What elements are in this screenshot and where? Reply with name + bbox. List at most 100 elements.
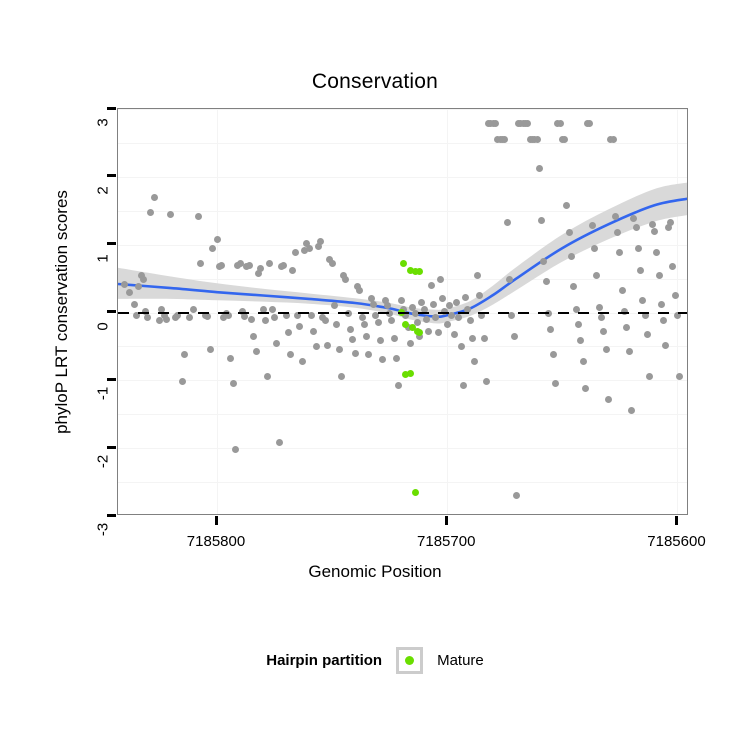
data-point xyxy=(549,351,557,359)
data-point xyxy=(386,310,394,318)
data-point-mature xyxy=(406,266,414,274)
y-axis-tick-label: -2 xyxy=(94,454,112,469)
data-point xyxy=(650,227,658,235)
data-point xyxy=(178,378,186,386)
data-point xyxy=(588,222,596,230)
data-point xyxy=(227,355,235,363)
data-point xyxy=(358,314,366,322)
data-point xyxy=(241,313,249,321)
data-point xyxy=(257,264,265,272)
data-point xyxy=(593,271,601,279)
data-point xyxy=(261,317,269,325)
data-point xyxy=(142,307,150,315)
data-point xyxy=(455,314,463,322)
data-point xyxy=(252,348,260,356)
data-point xyxy=(508,312,516,320)
y-axis-title: phyloP LRT conservation scores xyxy=(52,189,71,434)
data-point xyxy=(245,261,253,269)
data-point xyxy=(623,323,631,331)
data-point xyxy=(218,261,226,269)
data-point xyxy=(618,287,626,295)
data-point xyxy=(471,357,479,365)
data-point xyxy=(397,296,405,304)
data-point-mature xyxy=(411,268,419,276)
data-point xyxy=(139,276,147,284)
y-axis-tick-label: -3 xyxy=(94,522,112,537)
data-point-mature xyxy=(411,488,419,496)
data-point xyxy=(238,307,246,315)
data-point xyxy=(475,292,483,300)
data-point xyxy=(604,395,612,403)
data-point xyxy=(673,312,681,320)
legend-key-mature[interactable] xyxy=(396,646,424,674)
data-point xyxy=(591,244,599,252)
x-axis-tick-label: 7185800 xyxy=(186,533,246,550)
data-point xyxy=(248,315,256,323)
data-point-mature xyxy=(402,321,410,329)
data-point xyxy=(151,193,159,201)
data-point xyxy=(450,330,458,338)
data-point xyxy=(126,288,133,296)
data-point xyxy=(347,325,355,333)
data-point xyxy=(289,266,297,274)
data-point xyxy=(303,239,311,247)
data-point xyxy=(402,312,410,320)
data-point xyxy=(581,384,589,392)
data-point xyxy=(568,253,576,261)
data-point xyxy=(630,215,638,223)
data-point xyxy=(146,208,154,216)
data-point xyxy=(434,329,442,337)
data-point xyxy=(333,321,341,329)
x-axis-tick xyxy=(674,516,678,525)
y-axis-tick-label: -1 xyxy=(94,387,112,401)
data-point xyxy=(367,295,375,303)
data-point xyxy=(307,312,315,320)
data-point xyxy=(667,219,675,227)
data-point xyxy=(510,332,518,340)
x-axis-tick-label: 7185600 xyxy=(647,533,706,550)
data-point xyxy=(365,351,373,359)
legend-dot-icon xyxy=(405,655,415,665)
data-point xyxy=(287,351,295,359)
data-point xyxy=(427,281,435,289)
y-axis-tick xyxy=(107,310,116,313)
data-point xyxy=(413,319,421,327)
data-point xyxy=(409,303,417,311)
data-point xyxy=(213,235,221,243)
data-point xyxy=(664,224,672,232)
data-point xyxy=(616,249,624,257)
data-point xyxy=(535,165,543,173)
data-point xyxy=(314,242,322,250)
data-point xyxy=(533,136,541,144)
gridline-horizontal xyxy=(118,142,687,144)
gridline-horizontal xyxy=(118,244,687,246)
data-point xyxy=(225,312,233,320)
data-point xyxy=(275,439,283,447)
x-axis-tick-label: 7185700 xyxy=(417,533,476,550)
data-point xyxy=(300,246,308,254)
data-point xyxy=(425,327,433,335)
data-point xyxy=(174,312,182,320)
data-point xyxy=(383,302,391,310)
data-point xyxy=(206,346,214,354)
data-point xyxy=(370,300,378,308)
data-point xyxy=(395,382,403,390)
data-point xyxy=(404,323,412,331)
data-point xyxy=(457,342,465,350)
data-point xyxy=(671,292,679,300)
data-point xyxy=(330,302,338,310)
page-title: Conservation xyxy=(311,70,439,93)
data-point xyxy=(540,258,548,266)
data-point xyxy=(632,224,640,232)
data-point xyxy=(294,312,302,320)
data-point xyxy=(197,260,205,268)
data-point xyxy=(137,271,145,279)
data-point xyxy=(353,283,361,291)
data-point xyxy=(236,260,244,268)
data-point xyxy=(439,295,447,303)
gridline-horizontal xyxy=(118,210,687,212)
data-point xyxy=(452,298,460,306)
data-point xyxy=(195,212,203,220)
y-axis-tick xyxy=(107,445,116,449)
data-point xyxy=(662,341,670,349)
